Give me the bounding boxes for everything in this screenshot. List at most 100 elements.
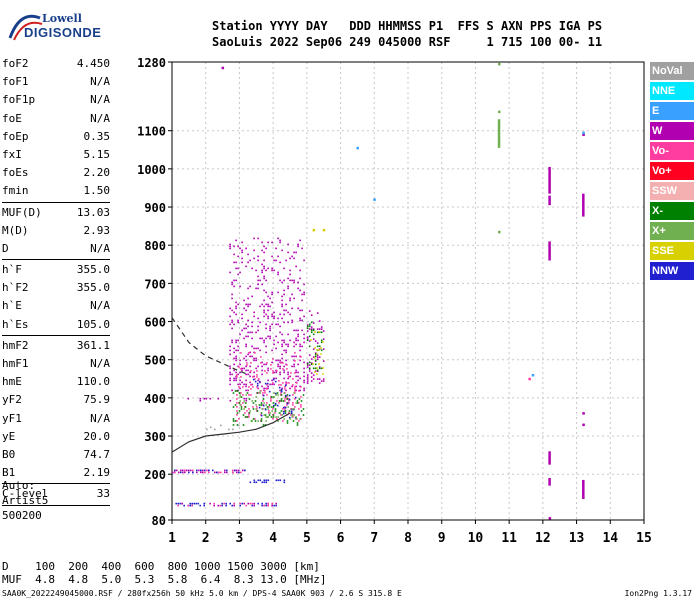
echo-point [176,469,178,472]
echo-point [240,368,242,370]
echo-point [320,331,323,334]
echo-point [297,375,299,378]
echo-point [248,394,250,396]
echo-point [247,502,249,505]
echo-point [278,386,281,389]
param-value: 355.0 [76,281,110,295]
echo-point [271,323,273,326]
echo-point [270,416,273,418]
echo-point [247,253,249,256]
echo-point [310,339,312,341]
echo-point [178,471,180,474]
echo-point [294,406,296,408]
echo-point [286,420,289,422]
echo-point [297,243,299,246]
echo-point [306,374,309,376]
echo-point [249,365,251,368]
echo-point [285,383,287,386]
echo-point [203,397,206,400]
logo-line2: DIGISONDE [24,25,102,40]
echo-point [298,414,300,416]
echo-point [314,331,316,333]
param-row-clevel: C-level 33 [2,485,110,503]
echo-point [208,469,210,472]
echo-point [245,303,247,306]
echo-point [273,311,275,314]
echo-point [318,328,321,330]
echo-point [203,502,205,505]
echo-point [218,471,220,474]
echo-point [177,502,179,505]
echo-point [308,328,311,330]
y-tick-label: 1100 [137,125,166,139]
echo-point [281,295,283,298]
echo-point [299,418,301,420]
echo-point [291,279,293,282]
echo-point [294,352,296,354]
echo-point [279,331,281,334]
y-tick-label: 80 [152,514,166,528]
echo-point [244,416,247,418]
echo-point [281,303,283,306]
echo-point [174,471,176,474]
echo-point [279,367,281,370]
echo-point [259,479,262,482]
echo-point [286,402,289,405]
echo-point [233,504,235,507]
echo-point [245,399,248,402]
echo-point [314,359,317,362]
echo-point [251,400,253,402]
echo-point [261,283,263,286]
param-value: 361.1 [76,338,110,352]
echo-point [191,504,193,507]
param-row-hme: hmE 110.0 [2,373,110,391]
echo-point [290,412,293,415]
echo-point [295,402,297,404]
echo-point [264,370,266,372]
echo-point [251,383,253,386]
echo-point [284,394,287,397]
echo-point [263,315,265,318]
param-row-md: M(D) 2.93 [2,222,110,240]
echo-point [233,369,235,372]
echo-point [298,398,301,400]
echo-point [288,400,290,402]
echo-point [250,388,252,390]
echo-point [295,389,297,392]
echo-point [248,414,250,416]
echo-point [299,309,301,312]
echo-point [293,297,295,300]
echo-point [285,309,287,312]
echo-point [295,265,297,268]
echo-point [295,418,297,420]
echo-point [192,469,194,472]
echo-point [262,400,264,402]
echo-point [262,404,265,407]
echo-point [264,390,266,392]
echo-point [300,404,302,406]
echo-point [277,237,279,240]
echo-point [286,364,288,366]
echo-point [240,352,242,354]
echo-point [322,341,324,343]
echo-point [279,389,281,392]
echo-point [320,339,323,342]
echo-point [246,410,248,412]
echo-point [286,396,288,398]
echo-point [297,339,299,342]
param-row-foep: foEp 0.35 [2,128,110,146]
legend-item-e: E [650,102,694,120]
echo-point [281,317,283,320]
echo-point [264,382,267,385]
echo-point [281,343,283,346]
echo-point [240,376,242,378]
echo-point [209,502,211,505]
echo-point [277,365,279,368]
echo-point [259,349,261,352]
echo-point [314,370,317,372]
echo-point [245,343,247,346]
echo-point [250,394,252,396]
echo-point [271,291,273,294]
echo-point [239,271,241,274]
echo-point [252,402,255,404]
